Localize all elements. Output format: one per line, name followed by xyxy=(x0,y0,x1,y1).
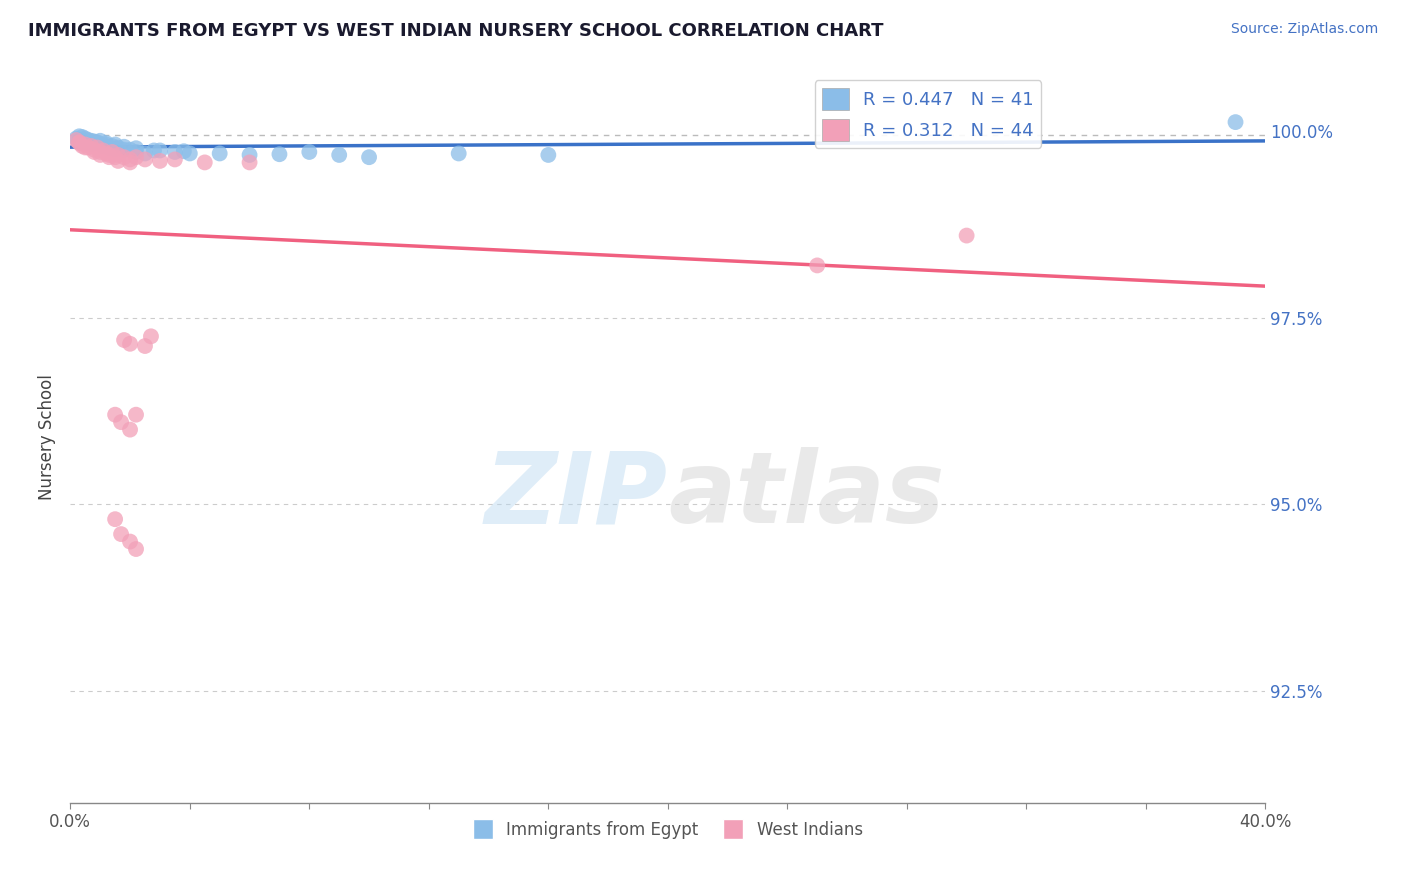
Point xyxy=(107,153,129,168)
Point xyxy=(149,153,172,168)
Point xyxy=(120,423,141,437)
Point xyxy=(134,146,156,161)
Point xyxy=(91,139,114,153)
Point xyxy=(537,148,560,162)
Point xyxy=(75,131,97,145)
Text: Source: ZipAtlas.com: Source: ZipAtlas.com xyxy=(1230,22,1378,37)
Point xyxy=(96,146,118,161)
Point xyxy=(194,155,217,169)
Point xyxy=(75,140,97,154)
Point xyxy=(70,139,93,153)
Point xyxy=(107,140,129,154)
Point xyxy=(120,153,141,167)
Point xyxy=(67,133,90,147)
Point xyxy=(956,228,979,243)
Text: atlas: atlas xyxy=(668,447,945,544)
Point xyxy=(104,512,127,526)
Point xyxy=(173,145,195,159)
Point xyxy=(163,145,186,159)
Point xyxy=(83,143,105,157)
Point xyxy=(89,148,111,162)
Point xyxy=(208,146,231,161)
Point xyxy=(359,150,381,164)
Point xyxy=(163,153,186,167)
Point xyxy=(96,137,118,152)
Point xyxy=(125,150,148,164)
Point xyxy=(134,339,156,353)
Point xyxy=(65,133,87,147)
Point xyxy=(447,146,470,161)
Point xyxy=(104,137,127,152)
Point xyxy=(139,329,162,343)
Point xyxy=(83,145,105,159)
Point xyxy=(77,133,100,147)
Point xyxy=(98,140,121,154)
Point xyxy=(98,148,121,162)
Point xyxy=(120,534,141,549)
Point xyxy=(120,336,141,351)
Point xyxy=(112,140,135,154)
Point xyxy=(239,148,262,162)
Point xyxy=(80,139,103,153)
Point xyxy=(328,148,350,162)
Point xyxy=(80,134,103,148)
Point xyxy=(104,408,127,422)
Point xyxy=(86,136,108,150)
Point xyxy=(89,145,111,159)
Point xyxy=(104,150,127,164)
Point xyxy=(75,137,97,152)
Point xyxy=(112,333,135,347)
Point xyxy=(91,144,114,158)
Point xyxy=(112,143,135,157)
Point xyxy=(83,135,105,149)
Point xyxy=(67,129,90,144)
Point xyxy=(125,542,148,557)
Point xyxy=(110,527,132,541)
Point xyxy=(67,136,90,150)
Point xyxy=(104,142,127,156)
Point xyxy=(67,135,90,149)
Point xyxy=(125,145,148,159)
Point xyxy=(125,408,148,422)
Point xyxy=(120,155,141,169)
Point xyxy=(806,259,828,273)
Point xyxy=(80,136,103,151)
Point xyxy=(120,143,141,157)
Point xyxy=(143,144,166,158)
Point xyxy=(86,135,108,149)
Text: ZIP: ZIP xyxy=(485,447,668,544)
Point xyxy=(86,140,108,154)
Point xyxy=(1225,115,1247,129)
Point xyxy=(298,145,321,159)
Point xyxy=(149,144,172,158)
Point xyxy=(239,155,262,169)
Point xyxy=(101,139,124,153)
Point xyxy=(112,150,135,164)
Point xyxy=(96,136,118,150)
Point xyxy=(101,145,124,159)
Point xyxy=(89,134,111,148)
Point xyxy=(77,140,100,154)
Point xyxy=(65,131,87,145)
Point xyxy=(75,135,97,149)
Point xyxy=(110,415,132,429)
Point xyxy=(98,150,121,164)
Y-axis label: Nursery School: Nursery School xyxy=(38,374,56,500)
Point xyxy=(70,130,93,145)
Point xyxy=(107,148,129,162)
Point xyxy=(134,153,156,167)
Point xyxy=(269,147,291,161)
Text: IMMIGRANTS FROM EGYPT VS WEST INDIAN NURSERY SCHOOL CORRELATION CHART: IMMIGRANTS FROM EGYPT VS WEST INDIAN NUR… xyxy=(28,22,883,40)
Point xyxy=(125,141,148,155)
Point xyxy=(179,146,201,161)
Legend: Immigrants from Egypt, West Indians: Immigrants from Egypt, West Indians xyxy=(467,814,869,846)
